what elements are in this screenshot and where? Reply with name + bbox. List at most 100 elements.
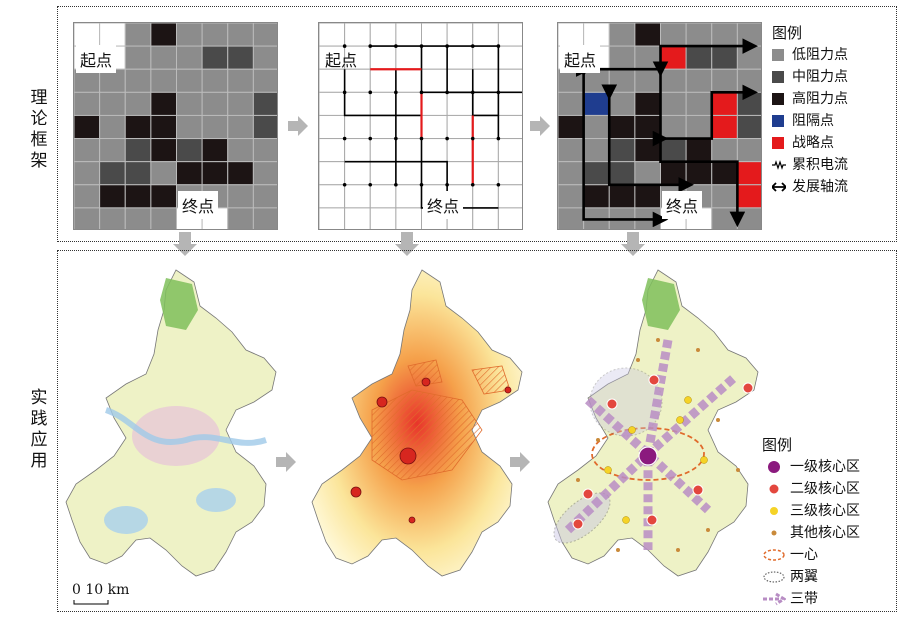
legend-item: 累积电流: [772, 154, 848, 176]
other-core: [576, 478, 580, 482]
legend-label: 高阻力点: [792, 91, 848, 107]
urban-area: [132, 406, 220, 466]
network-node: [470, 136, 475, 141]
legend-item: 其他核心区: [762, 522, 860, 544]
current-path: [344, 160, 397, 185]
other-core: [656, 338, 660, 342]
legend-label: 二级核心区: [790, 481, 860, 497]
legend-symbol: [770, 507, 778, 515]
legend-item: 阻隔点: [772, 110, 848, 132]
second-level-core: [582, 488, 594, 500]
third-level-core: [628, 426, 636, 434]
scale-bar: 0 10 km: [72, 582, 129, 598]
scale-bar-line: [73, 600, 109, 605]
core-point: [399, 447, 417, 465]
start-label: 起点: [325, 51, 358, 70]
third-level-core: [604, 466, 612, 474]
network-node: [419, 136, 424, 141]
other-core: [706, 528, 710, 532]
legend-item: 一级核心区: [762, 456, 860, 478]
forest-area: [160, 278, 198, 330]
development-axis: [601, 84, 694, 193]
legend-swatch: [772, 49, 784, 61]
network-node: [496, 136, 501, 141]
network-node: [394, 90, 398, 95]
scale-label: 0 10 km: [72, 582, 130, 598]
network-node: [419, 90, 424, 95]
legend-label: 阻隔点: [792, 113, 834, 129]
network-node: [470, 90, 475, 95]
current-line-icon: [772, 160, 786, 170]
legend-swatch: [772, 115, 784, 127]
core-point: [408, 516, 416, 524]
legend-label: 一心: [790, 547, 818, 563]
third-level-core: [676, 416, 684, 424]
start-label: 起点: [76, 45, 117, 73]
framework-label: 理论框架: [29, 88, 49, 172]
network-node: [368, 44, 373, 48]
legend-label: 三带: [790, 591, 818, 607]
legend-item: 战略点: [772, 132, 848, 154]
start-label: 起点: [560, 45, 601, 73]
development-axis-grid: [558, 23, 761, 229]
hatched-zone: [371, 389, 483, 481]
legend-title: 图例: [772, 24, 803, 42]
network-node: [445, 90, 449, 95]
legend-label: 一级核心区: [790, 459, 860, 475]
practice-legend: 图例 一级核心区 二级核心区 三级核心区 其他核心区 一心 两翼 三带: [762, 434, 860, 610]
legend-item: 中阻力点: [772, 66, 848, 88]
resistance-grid: [74, 23, 277, 229]
other-core: [596, 438, 600, 442]
core-point: [504, 386, 512, 394]
legend-swatch: [772, 93, 784, 105]
right-arrow-icon: [510, 452, 530, 472]
network-node: [419, 182, 424, 187]
current-network: [319, 23, 522, 229]
other-core: [716, 418, 720, 422]
end-label: 终点: [423, 191, 464, 219]
other-core: [616, 548, 620, 552]
other-core: [676, 548, 680, 552]
one-core-ellipse: [591, 427, 705, 481]
development-axis: [575, 61, 669, 228]
network-node: [445, 44, 449, 48]
network-node: [394, 44, 398, 48]
second-level-core: [648, 374, 660, 386]
core-point: [376, 396, 388, 408]
development-axis-panel: 起点 终点: [557, 22, 762, 230]
framework-legend: 图例 低阻力点 中阻力点 高阻力点 阻隔点 战略点 累积电流 发展轴流: [772, 22, 848, 198]
legend-label: 其他核心区: [790, 525, 860, 541]
legend-item: 低阻力点: [772, 44, 848, 66]
double-arrow-icon: [772, 182, 786, 192]
network-node: [368, 182, 373, 187]
second-level-core: [572, 518, 584, 530]
legend-symbol: [768, 461, 780, 473]
other-core: [636, 358, 640, 362]
current-density-map: [311, 269, 523, 577]
right-arrow-icon: [276, 452, 296, 472]
third-level-core: [622, 516, 630, 524]
framework-section: [57, 6, 897, 242]
third-level-core: [700, 456, 708, 464]
network-node: [368, 90, 373, 95]
spatial-structure-map: [547, 269, 759, 577]
framework-label-text: 理论框架: [30, 88, 48, 171]
legend-label: 中阻力点: [792, 69, 848, 85]
legend-item: 二级核心区: [762, 478, 860, 500]
legend-swatch: [772, 71, 784, 83]
network-node: [496, 90, 501, 95]
river: [104, 407, 267, 446]
current-path: [446, 46, 522, 94]
legend-swatch: [772, 137, 784, 149]
first-level-core: [638, 446, 658, 466]
legend-item: 两翼: [762, 566, 860, 588]
network-node: [496, 44, 501, 48]
second-level-core: [646, 514, 658, 526]
network-node: [394, 136, 398, 141]
hatched-zone: [407, 359, 443, 387]
land-use-map: [65, 269, 277, 577]
other-core: [696, 348, 700, 352]
grid-cell: [497, 207, 522, 229]
legend-symbol: [771, 530, 777, 536]
